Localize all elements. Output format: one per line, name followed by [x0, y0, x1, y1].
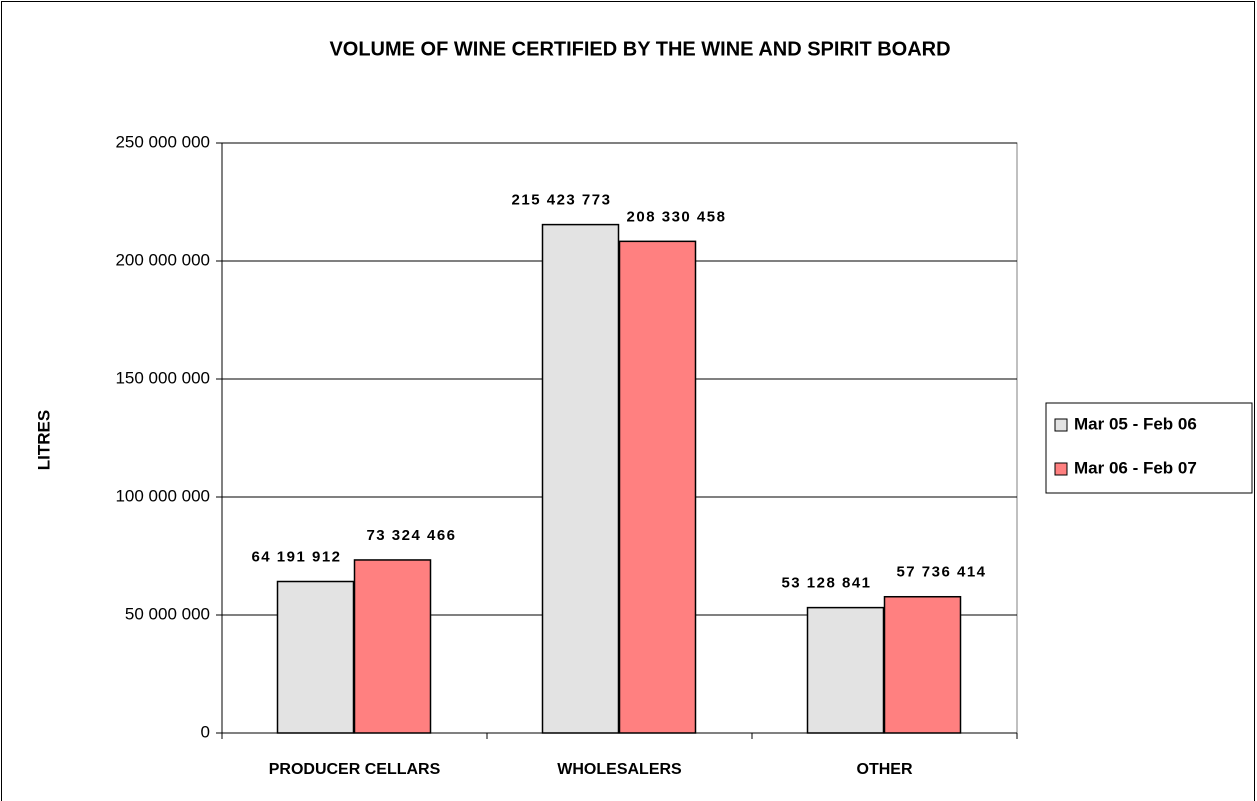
x-tick-label: OTHER: [857, 761, 913, 778]
legend-swatch: [1054, 462, 1068, 476]
bar: [541, 223, 620, 734]
value-label: 64 191 912: [251, 548, 341, 565]
value-label: 73 324 466: [366, 527, 456, 544]
value-label: 57 736 414: [896, 564, 986, 581]
y-tick-label: 200 000 000: [115, 250, 210, 269]
y-tick-label: 0: [201, 722, 210, 741]
value-label: 53 128 841: [781, 575, 871, 592]
y-axis-label: LITRES: [34, 410, 53, 470]
legend-label: Mar 06 - Feb 07: [1074, 458, 1197, 477]
x-tick-label: PRODUCER CELLARS: [269, 761, 441, 778]
x-tick-label: WHOLESALERS: [557, 761, 682, 778]
bar: [618, 240, 697, 734]
y-tick-label: 150 000 000: [115, 368, 210, 387]
value-label: 208 330 458: [627, 208, 727, 225]
legend-swatch: [1054, 418, 1068, 432]
legend: [1045, 402, 1253, 494]
value-label: 215 423 773: [512, 192, 612, 209]
y-tick-label: 100 000 000: [115, 486, 210, 505]
y-tick-label: 50 000 000: [125, 604, 210, 623]
legend-label: Mar 05 - Feb 06: [1074, 414, 1197, 433]
bar: [276, 580, 355, 734]
chart-title: VOLUME OF WINE CERTIFIED BY THE WINE AND…: [329, 38, 950, 60]
bar: [806, 606, 885, 734]
y-tick-label: 250 000 000: [115, 132, 210, 151]
bar: [883, 595, 962, 734]
bar: [353, 559, 432, 734]
